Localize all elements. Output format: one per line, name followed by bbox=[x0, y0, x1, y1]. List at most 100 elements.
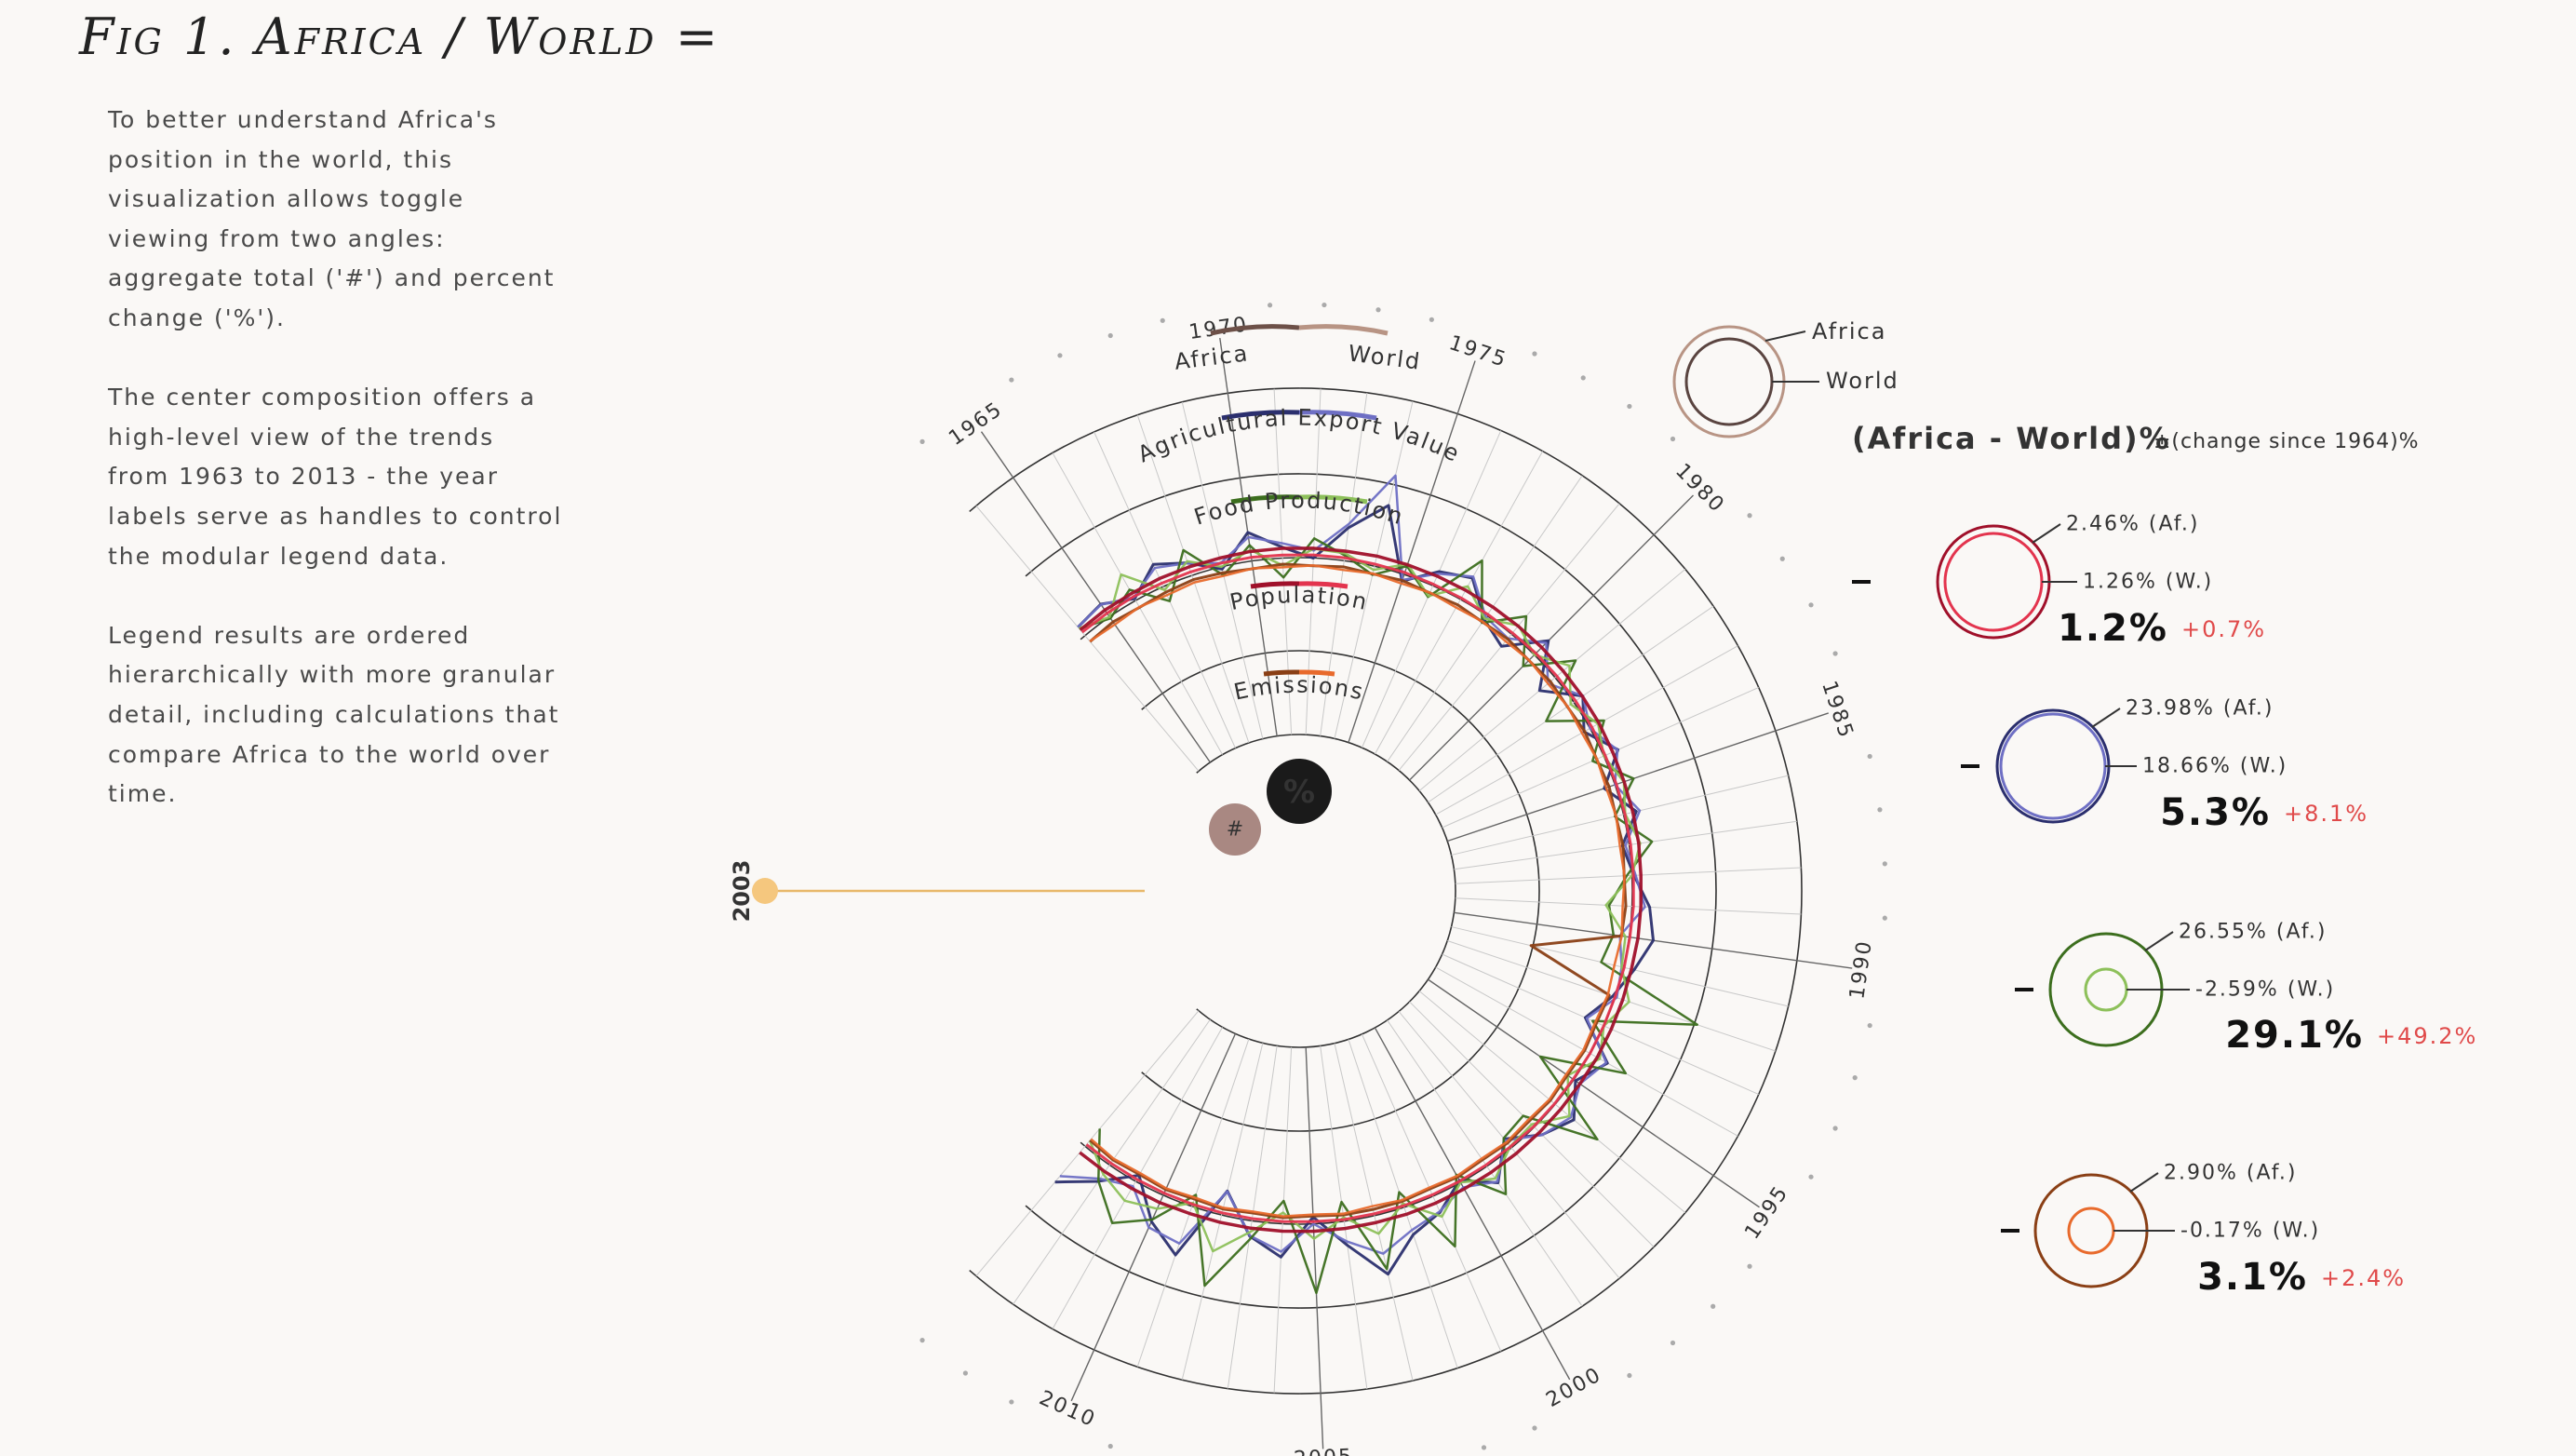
year-tick-dot[interactable] bbox=[1747, 513, 1752, 519]
card-change-value: +0.7% bbox=[2181, 616, 2266, 642]
year-tick-dot[interactable] bbox=[1057, 353, 1063, 358]
key-africa-ring bbox=[1672, 325, 1786, 438]
year-tick-dot[interactable] bbox=[1429, 317, 1434, 322]
grid-spoke bbox=[1227, 1045, 1278, 1389]
card-world-value: -2.59% (W.) bbox=[2195, 978, 2335, 1002]
year-tick-dot[interactable] bbox=[1160, 317, 1165, 323]
year-tick-dot[interactable] bbox=[1580, 375, 1586, 381]
legend-card-food[interactable]: 26.55% (Af.) -2.59% (W.) 29.1% +49.2% bbox=[2015, 921, 2477, 1058]
year-tick-label[interactable]: 1985 bbox=[1817, 678, 1858, 742]
year-tick-dot[interactable] bbox=[1779, 556, 1785, 561]
percent-toggle-button[interactable]: % bbox=[1267, 759, 1332, 824]
legend-item-pop[interactable]: Population bbox=[1228, 582, 1371, 615]
grid-ring bbox=[1196, 734, 1456, 1048]
card-world-ring bbox=[2067, 1207, 2115, 1255]
year-tick-dot[interactable] bbox=[1670, 1340, 1676, 1346]
year-tick-dot[interactable] bbox=[1009, 377, 1014, 383]
year-tick-dot[interactable] bbox=[1808, 602, 1814, 608]
year-tick-dot[interactable] bbox=[1852, 1075, 1858, 1081]
card-world-value: 1.26% (W.) bbox=[2083, 571, 2213, 594]
key-africa-leader bbox=[1764, 330, 1806, 342]
legend-pop-world-arc bbox=[1298, 581, 1348, 589]
legend-item-agri-label: Agricultural Export Value bbox=[1134, 405, 1462, 468]
year-tick-dot[interactable] bbox=[1711, 1303, 1716, 1309]
year-tick-dot[interactable] bbox=[1375, 307, 1381, 313]
card-change-value: +2.4% bbox=[2321, 1265, 2406, 1291]
year-tick-dot[interactable] bbox=[1009, 1399, 1014, 1405]
year-tick-dot[interactable] bbox=[1267, 303, 1273, 308]
grid-spoke bbox=[980, 431, 1211, 763]
legend-pop-africa-arc bbox=[1250, 581, 1300, 589]
year-tick-dot[interactable] bbox=[1882, 861, 1887, 867]
grid-spoke bbox=[975, 1010, 1200, 1276]
legend-food-world-arc bbox=[1298, 494, 1368, 505]
grid-spoke bbox=[1070, 1033, 1237, 1402]
card-diff-value: 29.1% bbox=[2225, 1014, 2364, 1057]
year-tick-dot[interactable] bbox=[1627, 403, 1632, 410]
year-marker-handle[interactable] bbox=[752, 878, 778, 904]
card-world-value: -0.17% (W.) bbox=[2180, 1220, 2320, 1243]
legend-cards: 2.46% (Af.) 1.26% (W.) 1.2% +0.7% 23.98% (Af… bbox=[1852, 513, 2477, 1300]
year-tick-label[interactable]: 1975 bbox=[1446, 331, 1510, 372]
year-tick-dot[interactable] bbox=[1627, 1372, 1632, 1379]
year-tick-dot[interactable] bbox=[1832, 1126, 1838, 1131]
year-tick-dot[interactable] bbox=[919, 1338, 925, 1343]
year-tick-dot[interactable] bbox=[1747, 1263, 1752, 1269]
year-tick-dot[interactable] bbox=[1877, 807, 1883, 813]
year-tick-dot[interactable] bbox=[1670, 436, 1676, 442]
series-line-pop-africa bbox=[1079, 546, 1643, 1234]
year-tick-label[interactable]: 1990 bbox=[1845, 938, 1877, 1001]
year-tick-dot[interactable] bbox=[1867, 753, 1872, 760]
year-tick-label[interactable]: 2000 bbox=[1542, 1363, 1605, 1412]
year-tick-dot[interactable] bbox=[1867, 1022, 1872, 1029]
year-tick-label[interactable]: 1995 bbox=[1740, 1181, 1793, 1244]
year-tick-label[interactable]: 1965 bbox=[945, 398, 1007, 451]
legend-item-emis[interactable]: Emissions bbox=[1231, 672, 1366, 706]
grid-spoke bbox=[1361, 430, 1502, 748]
year-tick-label[interactable]: 2005 bbox=[1294, 1446, 1354, 1456]
grid-spoke bbox=[1451, 926, 1789, 1007]
grid-spoke bbox=[1361, 1033, 1502, 1352]
year-tick-dot[interactable] bbox=[1832, 651, 1838, 656]
grid-spoke bbox=[1442, 953, 1759, 1096]
total-toggle-button[interactable]: # bbox=[1209, 803, 1261, 856]
grid-spoke bbox=[1052, 452, 1223, 755]
year-tick-dot[interactable] bbox=[1808, 1174, 1814, 1180]
year-tick-dot[interactable] bbox=[1107, 332, 1113, 339]
key-africa-label: Africa bbox=[1812, 318, 1886, 344]
card-africa-leader bbox=[2144, 931, 2174, 951]
legend-item-food-label: Food Production bbox=[1191, 487, 1406, 530]
year-tick-dot[interactable] bbox=[1322, 302, 1327, 308]
card-world-ring bbox=[2084, 967, 2128, 1012]
key-header-main: (Africa - World)% bbox=[1852, 421, 2171, 456]
year-tick-dot[interactable] bbox=[1481, 1445, 1487, 1450]
legend-agri-africa-arc bbox=[1221, 410, 1300, 421]
grid-ring bbox=[969, 387, 1803, 1395]
year-tick-dot[interactable] bbox=[1882, 915, 1887, 921]
year-tick-dot[interactable] bbox=[919, 438, 925, 444]
legend-item-agri[interactable]: Agricultural Export Value bbox=[1134, 405, 1464, 468]
africa-world-key: Africa World (Africa - World)% ±(change … bbox=[1672, 318, 2420, 456]
year-tick-label[interactable]: 2010 bbox=[1036, 1386, 1100, 1432]
legend-card-pop[interactable]: 2.46% (Af.) 1.26% (W.) 1.2% +0.7% bbox=[1852, 513, 2266, 651]
percent-toggle-label: % bbox=[1283, 774, 1315, 811]
grid-spoke bbox=[1305, 1046, 1324, 1449]
grid-ring bbox=[1141, 650, 1540, 1132]
key-world-ring bbox=[1684, 337, 1774, 426]
grid-spoke bbox=[1451, 775, 1789, 856]
key-header-change: ±(change since 1964)% bbox=[2153, 430, 2420, 453]
grid-spoke bbox=[1334, 1043, 1414, 1382]
legend-key-africa-arc bbox=[1210, 324, 1300, 336]
legend-card-agri[interactable]: 23.98% (Af.) 18.66% (W.) 5.3% +8.1% bbox=[1961, 697, 2368, 835]
year-tick-dot[interactable] bbox=[1532, 351, 1537, 357]
legend-card-emis[interactable]: 2.90% (Af.) -0.17% (W.) 3.1% +2.4% bbox=[2001, 1162, 2406, 1300]
grid-spoke bbox=[1013, 1018, 1211, 1305]
legend-item-food[interactable]: Food Production bbox=[1191, 487, 1408, 530]
intro-paragraph: The center composition offers a high-lev… bbox=[108, 384, 563, 570]
card-diff-value: 5.3% bbox=[2160, 791, 2271, 834]
year-tick-dot[interactable] bbox=[1107, 1443, 1113, 1449]
year-tick-dot[interactable] bbox=[1532, 1425, 1537, 1431]
year-tick-dot[interactable] bbox=[962, 1370, 969, 1376]
series-line-pop-world bbox=[1080, 553, 1635, 1223]
legend-emis-africa-arc bbox=[1263, 669, 1300, 677]
